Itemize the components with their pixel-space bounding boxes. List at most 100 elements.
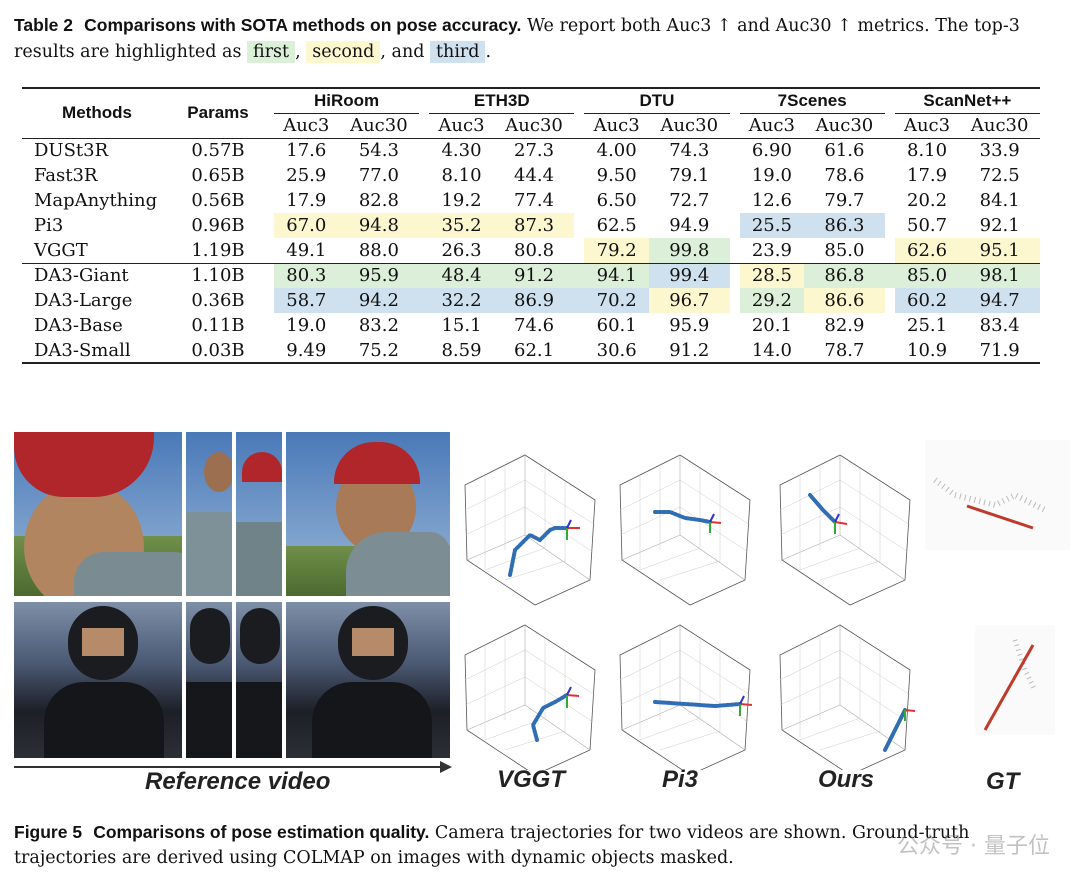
method-label: Pi3 bbox=[662, 766, 699, 793]
score-cell: 35.2 bbox=[429, 213, 494, 238]
watermark: 公众号 · 量子位 bbox=[897, 834, 1050, 859]
param-count: 0.36B bbox=[191, 290, 245, 311]
score-cell: 15.1 bbox=[441, 315, 482, 336]
score-cell: 95.9 bbox=[338, 263, 420, 288]
legend-third: third bbox=[430, 41, 486, 63]
table-row: DUSt3R 0.57B 17.6 54.3 4.30 27.3 4.00 74.3 6.90 6… bbox=[22, 138, 1040, 163]
score-cell: 62.6 bbox=[894, 238, 960, 263]
video-frame bbox=[286, 432, 450, 596]
score-cell: 9.50 bbox=[596, 165, 637, 186]
param-count: 0.57B bbox=[191, 140, 245, 162]
score-cell: 79.2 bbox=[584, 238, 649, 263]
score-cell: 20.1 bbox=[751, 315, 792, 336]
score-cell: 9.49 bbox=[286, 339, 327, 361]
score-cell: 19.0 bbox=[751, 165, 792, 186]
method-name: VGGT bbox=[34, 239, 88, 261]
plot-gt-2 bbox=[975, 625, 1055, 735]
score-cell: 83.2 bbox=[358, 315, 399, 336]
param-count: 0.11B bbox=[191, 315, 245, 336]
table-row: DA3-Large 0.36B 58.7 94.2 32.2 86.9 70.2 96.7 29… bbox=[22, 288, 1040, 313]
legend-sep: , bbox=[295, 42, 301, 62]
score-cell: 25.1 bbox=[907, 315, 948, 336]
param-count: 0.96B bbox=[191, 215, 245, 236]
score-cell: 48.4 bbox=[429, 263, 494, 288]
score-cell: 17.9 bbox=[286, 190, 327, 211]
method-name: Fast3R bbox=[34, 165, 98, 186]
table-caption: Table 2 Comparisons with SOTA methods on… bbox=[14, 12, 1066, 65]
method-name: DA3-Base bbox=[34, 315, 123, 336]
score-cell: 71.9 bbox=[979, 339, 1020, 361]
score-cell: 25.9 bbox=[286, 165, 327, 186]
score-cell: 8.10 bbox=[907, 140, 948, 162]
header-sub: Auc30 bbox=[350, 115, 408, 136]
score-cell: 85.0 bbox=[824, 239, 865, 261]
score-cell: 19.2 bbox=[441, 190, 482, 211]
score-cell: 86.3 bbox=[804, 213, 885, 238]
method-name: DA3-Large bbox=[34, 290, 133, 311]
legend-second: second bbox=[306, 41, 381, 63]
score-cell: 80.8 bbox=[514, 239, 555, 261]
header-sub: Auc30 bbox=[505, 115, 563, 136]
score-cell: 32.2 bbox=[429, 288, 494, 313]
timeline-arrow bbox=[14, 766, 446, 768]
method-name: DA3-Giant bbox=[34, 265, 129, 287]
score-cell: 79.7 bbox=[824, 190, 865, 211]
plot-ours-1 bbox=[779, 454, 911, 606]
header-group: DTU bbox=[584, 88, 730, 114]
video-frame bbox=[186, 602, 232, 758]
header-sub: Auc3 bbox=[283, 115, 330, 136]
header-sub: Auc3 bbox=[593, 115, 640, 136]
plot-ours-2 bbox=[779, 624, 916, 770]
score-cell: 29.2 bbox=[739, 288, 805, 313]
score-cell: 79.1 bbox=[669, 165, 710, 186]
table-caption-title: Comparisons with SOTA methods on pose ac… bbox=[84, 15, 522, 35]
video-frame bbox=[236, 432, 282, 596]
table-row: DA3-Small 0.03B 9.49 75.2 8.59 62.1 30.6 91.2 14… bbox=[22, 338, 1040, 363]
table-row: MapAnything 0.56B 17.9 82.8 19.2 77.4 6.50 72.7… bbox=[22, 188, 1040, 213]
plot-pi3-1 bbox=[619, 454, 751, 606]
method-name: Pi3 bbox=[34, 215, 64, 236]
score-cell: 94.2 bbox=[338, 288, 420, 313]
score-cell: 25.5 bbox=[739, 213, 805, 238]
plot-vggt-2 bbox=[464, 624, 596, 770]
score-cell: 54.3 bbox=[358, 140, 399, 162]
score-cell: 62.5 bbox=[596, 215, 637, 236]
score-cell: 91.2 bbox=[493, 263, 575, 288]
score-cell: 80.3 bbox=[274, 263, 339, 288]
score-cell: 8.59 bbox=[441, 339, 482, 361]
legend-sep: , and bbox=[380, 42, 425, 62]
score-cell: 84.1 bbox=[979, 190, 1020, 211]
header-sub: Auc30 bbox=[660, 115, 719, 136]
param-count: 1.10B bbox=[191, 265, 245, 287]
header-sub: Auc30 bbox=[970, 115, 1029, 136]
score-cell: 60.2 bbox=[894, 288, 960, 313]
score-cell: 82.9 bbox=[824, 315, 865, 336]
score-cell: 49.1 bbox=[286, 239, 327, 261]
timeline-arrow-head bbox=[440, 761, 452, 773]
results-table: Methods Params HiRoom ETH3D DTU 7Scenes … bbox=[22, 87, 1040, 364]
plot-gt-1 bbox=[925, 440, 1070, 550]
figure-caption-text: Camera trajectories for two videos are s… bbox=[14, 823, 970, 868]
score-cell: 70.2 bbox=[584, 288, 649, 313]
header-group: 7Scenes bbox=[739, 88, 885, 114]
score-cell: 95.9 bbox=[669, 315, 710, 336]
video-frame bbox=[14, 432, 182, 596]
header-params: Params bbox=[187, 103, 249, 123]
score-cell: 6.90 bbox=[751, 140, 792, 162]
score-cell: 10.9 bbox=[907, 339, 948, 361]
video-frame bbox=[186, 432, 232, 596]
header-group: HiRoom bbox=[274, 88, 420, 114]
score-cell: 44.4 bbox=[514, 165, 555, 186]
score-cell: 77.4 bbox=[514, 190, 555, 211]
score-cell: 27.3 bbox=[514, 140, 555, 162]
score-cell: 14.0 bbox=[751, 339, 792, 361]
score-cell: 99.8 bbox=[648, 238, 730, 263]
table-caption-label: Table 2 bbox=[14, 15, 74, 35]
param-count: 1.19B bbox=[191, 239, 245, 261]
score-cell: 74.3 bbox=[669, 140, 710, 162]
score-cell: 8.10 bbox=[441, 165, 482, 186]
score-cell: 98.1 bbox=[959, 263, 1040, 288]
video-frame bbox=[236, 602, 282, 758]
score-cell: 94.7 bbox=[959, 288, 1040, 313]
score-cell: 61.6 bbox=[824, 140, 865, 162]
